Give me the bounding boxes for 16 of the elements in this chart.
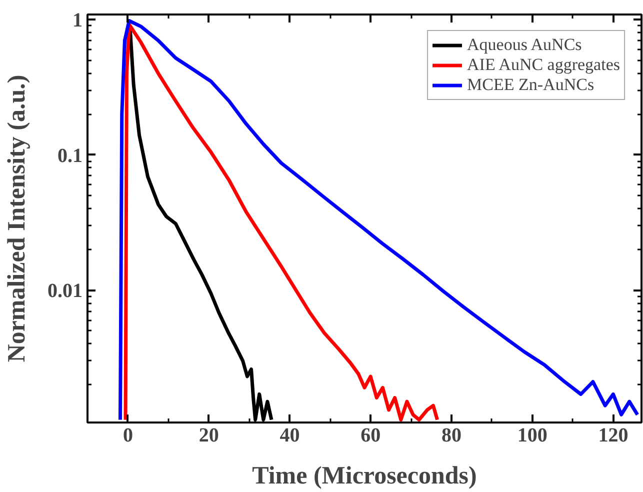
x-tick-label: 120	[598, 424, 628, 446]
y-axis-title: Normalized Intensity (a.u.)	[4, 74, 30, 362]
y-tick-label: 0.1	[58, 144, 82, 167]
legend-label: MCEE Zn-AuNCs	[467, 75, 594, 95]
x-tick-label: 0	[122, 424, 133, 446]
x-tick-label: 40	[280, 424, 300, 446]
x-tick-label: 60	[360, 424, 381, 446]
y-tick-label: 0.01	[48, 280, 82, 302]
x-axis-title: Time (Microseconds)	[252, 462, 477, 490]
x-tick-label: 100	[517, 424, 548, 446]
legend-label: AIE AuNC aggregates	[467, 55, 620, 75]
line-series	[124, 22, 440, 422]
x-tick-label: 80	[441, 424, 462, 446]
y-tick-label: 1	[72, 10, 82, 32]
legend-label: Aqueous AuNCs	[467, 35, 582, 55]
x-tick-label: 20	[198, 424, 219, 446]
